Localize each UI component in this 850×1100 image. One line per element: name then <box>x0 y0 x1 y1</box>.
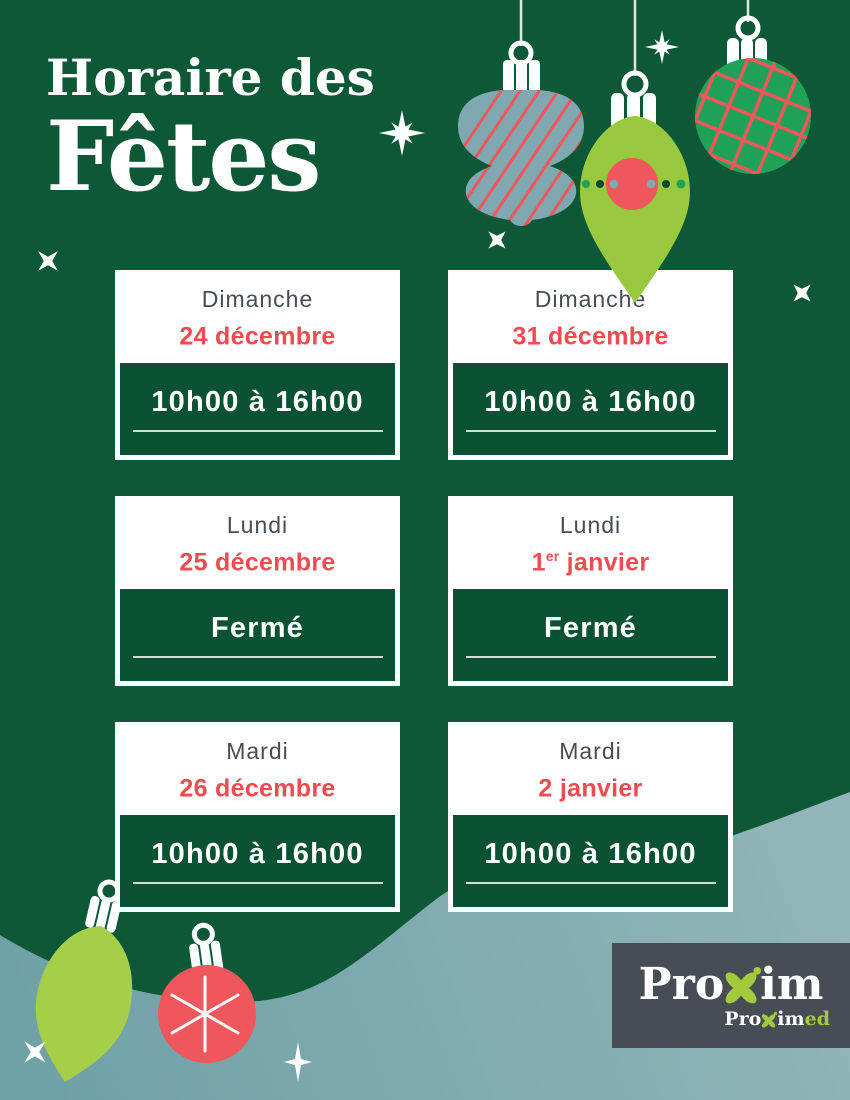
snowflake-icon <box>170 975 240 1053</box>
proxim-x-leaf-icon <box>725 966 762 1003</box>
sub-logo-text-pro: Pro <box>724 1007 762 1030</box>
card-hours-label: 10h00 à 16h00 <box>484 386 697 418</box>
card-day-label: Dimanche <box>534 286 647 312</box>
schedule-card: Dimanche 24 décembre 10h00 à 16h00 <box>115 270 400 460</box>
card-hours-label: 10h00 à 16h00 <box>484 838 697 870</box>
logo-text-im: im <box>760 958 824 1010</box>
x-sparkle-icon <box>38 251 58 271</box>
schedule-card: Mardi 26 décembre 10h00 à 16h00 <box>115 722 400 912</box>
title-line-2: Fêtes <box>46 99 321 213</box>
schedule-grid: Dimanche 24 décembre 10h00 à 16h00 Diman… <box>115 270 733 912</box>
x-sparkle-icon <box>24 1041 46 1063</box>
card-hours-label: 10h00 à 16h00 <box>151 838 364 870</box>
card-date-label: 25 décembre <box>179 548 336 577</box>
card-hours-label: Fermé <box>210 612 305 644</box>
sub-logo-text-ed: ed <box>804 1007 830 1030</box>
card-date-label: 2 janvier <box>538 774 643 803</box>
card-underline <box>132 882 383 884</box>
schedule-card: Lundi 1er janvier Fermé <box>448 496 733 686</box>
card-day-label: Mardi <box>559 738 622 764</box>
schedule-card: Lundi 25 décembre Fermé <box>115 496 400 686</box>
lime-teardrop-ornament-icon <box>580 70 690 303</box>
title-line-1: Horaire des <box>46 48 375 107</box>
card-day-label: Mardi <box>226 738 289 764</box>
card-hours-box: 10h00 à 16h00 <box>453 815 728 907</box>
card-day-label: Lundi <box>226 512 289 538</box>
four-point-star-icon <box>284 1042 312 1082</box>
teal-striped-ornament-icon <box>458 40 584 226</box>
proxim-logo-box: Pro im Pro im ed <box>612 943 850 1048</box>
card-hours-label: 10h00 à 16h00 <box>151 386 364 418</box>
card-hours-label: Fermé <box>543 612 638 644</box>
proximed-logo: Pro im ed <box>612 1007 830 1030</box>
schedule-card: Mardi 2 janvier 10h00 à 16h00 <box>448 722 733 912</box>
green-plaid-ball-ornament-icon <box>677 15 829 192</box>
card-hours-box: Fermé <box>120 589 395 681</box>
proxim-logo: Pro im <box>612 958 850 1010</box>
date-superscript: er <box>545 549 560 564</box>
card-underline <box>465 656 716 658</box>
card-date-label: 1er janvier <box>531 548 650 577</box>
card-hours-box: 10h00 à 16h00 <box>120 363 395 455</box>
card-date-label: 31 décembre <box>512 322 669 351</box>
card-date-label: 26 décembre <box>179 774 336 803</box>
card-date-label: 24 décembre <box>179 322 336 351</box>
card-underline <box>465 882 716 884</box>
card-day-label: Dimanche <box>201 286 314 312</box>
sub-logo-text-im: im <box>777 1007 805 1030</box>
schedule-card: Dimanche 31 décembre 10h00 à 16h00 <box>448 270 733 460</box>
card-day-label: Lundi <box>559 512 622 538</box>
card-hours-box: Fermé <box>453 589 728 681</box>
x-sparkle-icon <box>488 231 506 249</box>
x-sparkle-icon <box>793 284 811 302</box>
card-underline <box>132 430 383 432</box>
logo-text-pro: Pro <box>638 958 725 1010</box>
proximed-x-leaf-icon <box>762 1011 778 1028</box>
card-underline <box>465 430 716 432</box>
card-underline <box>132 656 383 658</box>
card-hours-box: 10h00 à 16h00 <box>453 363 728 455</box>
eight-point-star-icon <box>645 30 679 64</box>
card-hours-box: 10h00 à 16h00 <box>120 815 395 907</box>
eight-point-star-icon <box>379 110 425 156</box>
poster-title: Horaire des Fêtes <box>46 48 375 213</box>
red-ball-snowflake-ornament-icon <box>158 922 256 1063</box>
